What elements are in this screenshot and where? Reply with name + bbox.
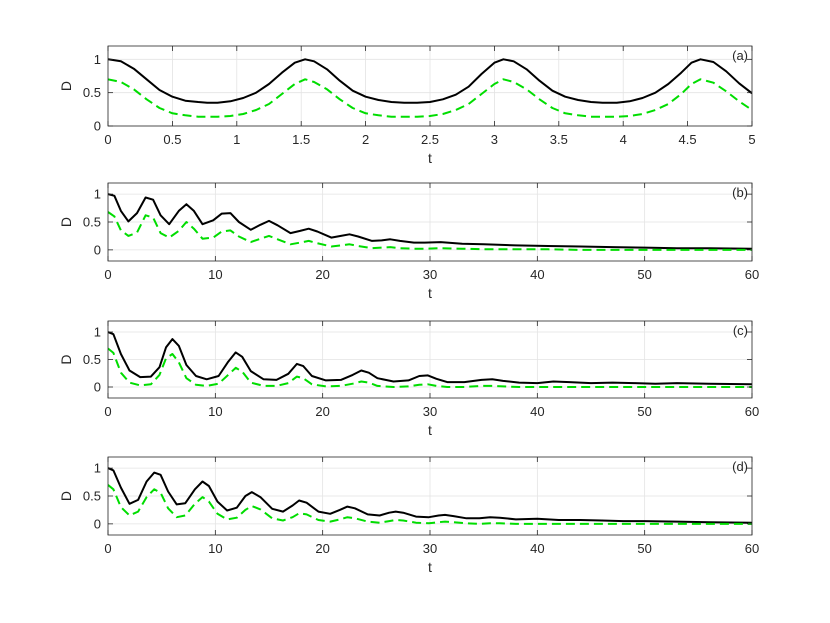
x-axis-label: t	[428, 285, 432, 301]
y-axis-label: D	[58, 217, 74, 227]
x-tick-label: 1.5	[292, 132, 310, 147]
y-tick-label: 1	[94, 461, 101, 476]
x-tick-label: 60	[745, 541, 759, 556]
x-tick-label: 0	[104, 404, 111, 419]
y-tick-label: 0.5	[83, 489, 101, 504]
x-tick-label: 4	[620, 132, 627, 147]
x-tick-label: 40	[530, 267, 544, 282]
y-tick-label: 0.5	[83, 352, 101, 367]
series-line-black-solid	[108, 467, 752, 524]
x-tick-label: 30	[423, 404, 437, 419]
x-tick-label: 4.5	[679, 132, 697, 147]
y-tick-label: 1	[94, 52, 101, 67]
y-tick-label: 0.5	[83, 215, 101, 230]
series-line-green-dashed	[108, 211, 752, 251]
panel-b: 0 10 20 30 40 50 60 0 0.5 1 t D (b)	[58, 182, 759, 301]
x-axis-label: t	[428, 559, 432, 575]
x-tick-label: 3	[491, 132, 498, 147]
x-tick-label: 30	[423, 541, 437, 556]
panel-c: 0 10 20 30 40 50 60 0 0.5 1 t D (c)	[58, 320, 759, 438]
y-axis-label: D	[58, 354, 74, 364]
y-tick-label: 0	[94, 119, 101, 134]
panel-d: 0 10 20 30 40 50 60 0 0.5 1 t D (d)	[58, 456, 759, 575]
x-tick-label: 0.5	[163, 132, 181, 147]
x-tick-label: 0	[104, 132, 111, 147]
x-tick-label: 40	[530, 541, 544, 556]
y-axis-label: D	[58, 491, 74, 501]
panel-label: (c)	[733, 323, 748, 338]
panel-label: (d)	[732, 459, 748, 474]
x-tick-label: 10	[208, 541, 222, 556]
y-tick-label: 1	[94, 187, 101, 202]
x-tick-label: 20	[315, 541, 329, 556]
y-axis-label: D	[58, 81, 74, 91]
x-tick-label: 5	[748, 132, 755, 147]
y-tick-label: 0	[94, 516, 101, 531]
series-line-black-solid	[108, 193, 752, 250]
x-tick-label: 0	[104, 267, 111, 282]
x-tick-label: 0	[104, 541, 111, 556]
series-line-black-solid	[108, 331, 752, 386]
series-line-black-solid	[108, 58, 752, 104]
x-tick-label: 50	[637, 541, 651, 556]
series-line-green-dashed	[108, 78, 752, 118]
y-tick-label: 0.5	[83, 85, 101, 100]
panel-label: (a)	[732, 48, 748, 63]
x-tick-label: 60	[745, 267, 759, 282]
x-tick-label: 3.5	[550, 132, 568, 147]
x-axis-label: t	[428, 150, 432, 166]
x-tick-label: 10	[208, 404, 222, 419]
x-tick-label: 2.5	[421, 132, 439, 147]
series-line-green-dashed	[108, 347, 752, 388]
y-tick-label: 1	[94, 325, 101, 340]
x-tick-label: 50	[637, 404, 651, 419]
panel-label: (b)	[732, 185, 748, 200]
x-tick-label: 20	[315, 267, 329, 282]
x-tick-label: 20	[315, 404, 329, 419]
x-tick-label: 40	[530, 404, 544, 419]
y-tick-label: 0	[94, 380, 101, 395]
x-axis-label: t	[428, 422, 432, 438]
x-tick-label: 60	[745, 404, 759, 419]
series-line-green-dashed	[108, 484, 752, 525]
x-tick-label: 10	[208, 267, 222, 282]
y-tick-label: 0	[94, 242, 101, 257]
x-tick-label: 30	[423, 267, 437, 282]
panel-a: 0 0.5 1 1.5 2 2.5 3 3.5 4 4.5 5 0 0.5 1 t D (a)	[58, 45, 756, 166]
x-tick-label: 2	[362, 132, 369, 147]
x-tick-label: 50	[637, 267, 651, 282]
x-tick-label: 1	[233, 132, 240, 147]
